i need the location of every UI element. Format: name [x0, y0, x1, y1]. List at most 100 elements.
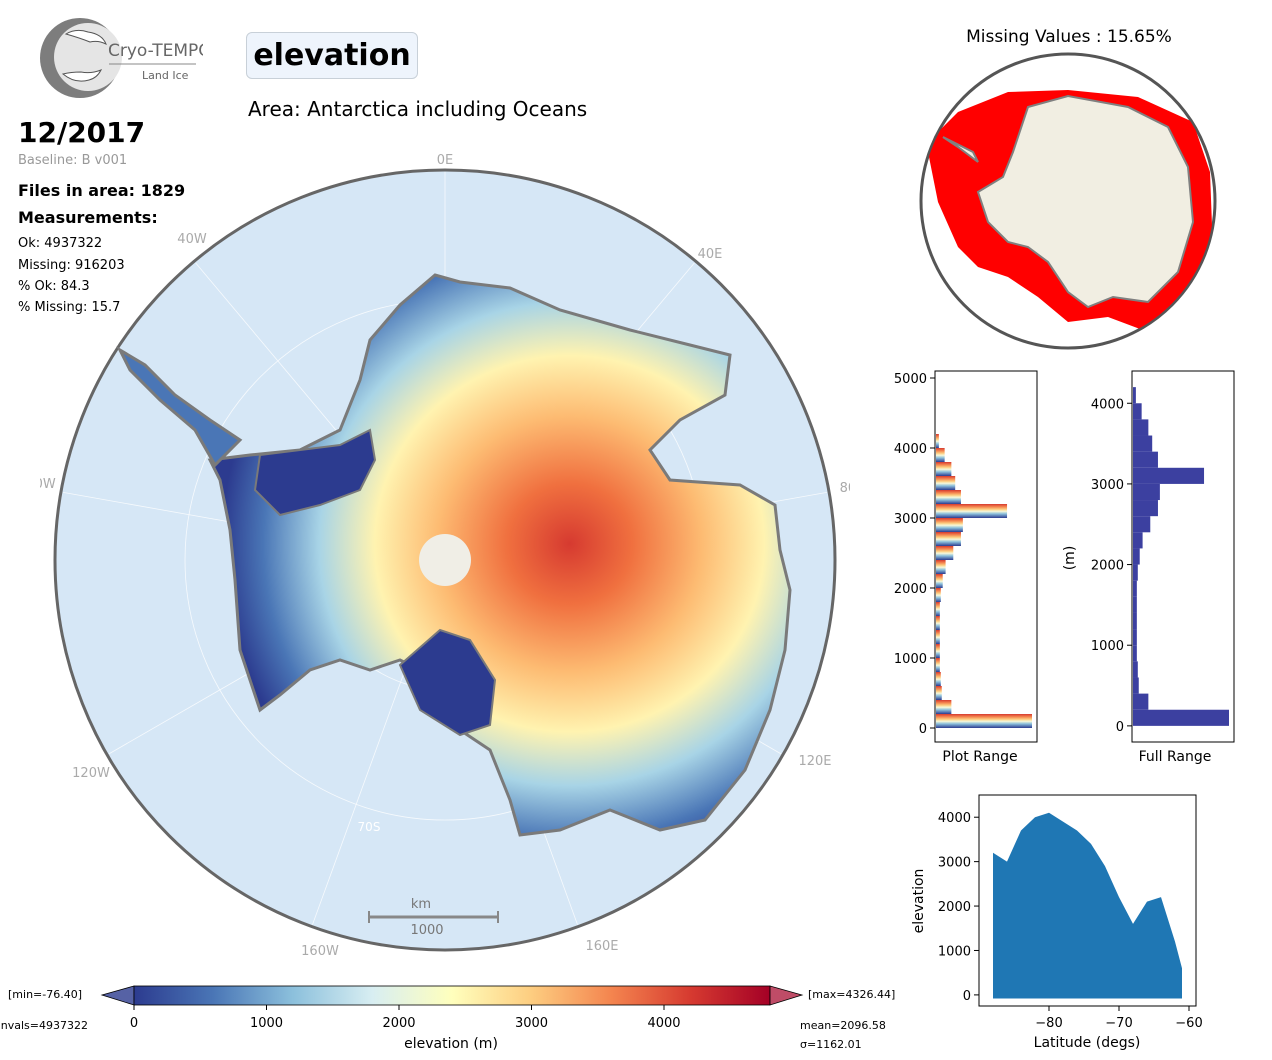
variable-title: elevation	[253, 38, 411, 73]
histogram-tick-label: 1000	[1091, 639, 1124, 654]
histogram-tick-label: 2000	[894, 582, 927, 597]
histogram-bar	[1133, 500, 1158, 517]
measurements-pct-ok: % Ok: 84.3	[18, 279, 90, 294]
histogram-tick-label: 3000	[1091, 478, 1124, 493]
lon-label-0e: 0E	[437, 153, 454, 168]
histogram-bar	[1133, 403, 1142, 420]
colorbar-sigma-label: σ=1162.01	[800, 1038, 862, 1051]
histogram-bar	[1133, 435, 1153, 452]
hist2-ylabel: (m)	[1062, 546, 1078, 571]
histogram-bar	[936, 714, 1032, 728]
histogram-bar	[1133, 451, 1158, 468]
lon-label-160e: 160E	[585, 939, 618, 954]
histogram-bar	[936, 700, 952, 714]
weddell-ice-shelf	[253, 428, 377, 517]
pole-hole	[419, 534, 471, 586]
lat-label-70s: 70S	[358, 820, 381, 834]
colorbar-xlabel: elevation (m)	[404, 1036, 498, 1052]
histogram-full-range: 0 1000 2000 3000 4000 (m) Full Range	[1062, 370, 1235, 765]
colorbar-tick-label: 4000	[647, 1016, 680, 1031]
histogram-bar	[936, 560, 946, 574]
measurements-missing: Missing: 916203	[18, 258, 125, 273]
antarctica-coverage	[976, 94, 1195, 309]
histogram-bar	[936, 644, 940, 658]
scalebar-value: 1000	[410, 923, 443, 938]
histogram-bar	[1133, 483, 1160, 501]
histogram-bar	[1133, 419, 1149, 436]
histogram-bar	[936, 518, 963, 532]
histogram-bar	[936, 504, 1008, 518]
scatter-ytick-label: 2000	[938, 900, 971, 915]
histogram-bar	[936, 658, 940, 672]
lon-label-80e: 80E	[840, 481, 850, 496]
histogram-bar	[1133, 516, 1151, 533]
scatter-ytick-label: 1000	[938, 944, 971, 959]
logo-subtitle: Land Ice	[142, 69, 189, 82]
histogram-bar	[1133, 532, 1143, 549]
histogram-bar	[1133, 548, 1140, 565]
logo-name: Cryo-TEMPO	[108, 41, 203, 61]
scatter-ytick-label: 3000	[938, 856, 971, 871]
histogram-bar	[1133, 645, 1137, 662]
scatter-ytick-label: 4000	[938, 811, 971, 826]
histogram-bar	[1133, 677, 1139, 694]
date-label: 12/2017	[18, 116, 146, 149]
histogram-tick-label: 4000	[1091, 397, 1124, 412]
histogram-bar	[936, 602, 940, 616]
ross-ice-shelf	[398, 628, 497, 737]
histogram-tick-label: 0	[1116, 720, 1124, 735]
histogram-bar	[1133, 661, 1138, 678]
histogram-bar	[1133, 596, 1137, 613]
lon-label-80w: 80W	[40, 477, 56, 492]
histogram-bar	[1133, 709, 1229, 726]
histogram-bar	[1133, 467, 1205, 484]
histogram-bar	[936, 630, 940, 644]
histogram-bar	[936, 476, 956, 490]
colorbar-max-label: [max=4326.44]	[808, 988, 896, 1001]
measurements-pct-missing: % Missing: 15.7	[18, 300, 121, 315]
antarctica-elevation	[207, 273, 792, 837]
files-in-area: Files in area: 1829	[18, 181, 186, 200]
scatter-xtick-label: −60	[1175, 1016, 1202, 1031]
histogram-tick-label: 5000	[894, 372, 927, 387]
colorbar-gradient	[133, 985, 771, 1006]
lon-label-40w: 40W	[177, 232, 207, 247]
histogram-bar	[1133, 580, 1137, 597]
lon-label-160w: 160W	[301, 944, 339, 959]
histogram-bar	[1133, 612, 1137, 630]
histogram-bar	[1133, 564, 1138, 581]
cryo-tempo-logo: Cryo-TEMPO Land Ice	[40, 18, 203, 98]
colorbar-nvals-label: nvals=4937322	[0, 1019, 88, 1032]
colorbar-tick-label: 1000	[250, 1016, 283, 1031]
histogram-bar	[936, 434, 939, 448]
histogram-bar	[1133, 629, 1137, 646]
histogram-bar	[936, 532, 961, 546]
hist1-xlabel: Plot Range	[942, 749, 1017, 765]
baseline-label: Baseline: B v001	[18, 153, 128, 168]
scatter-points	[993, 812, 1182, 999]
histogram-plot-range: 0 1000 2000 3000 4000 5000 Plot Range	[894, 370, 1038, 765]
lon-label-120w: 120W	[72, 766, 110, 781]
histogram-bar	[936, 448, 945, 462]
lon-label-40e: 40E	[698, 247, 723, 262]
histogram-bar	[936, 588, 941, 602]
colorbar-mean-label: mean=2096.58	[800, 1019, 886, 1032]
measurements-title: Measurements:	[18, 208, 158, 227]
histogram-bar	[936, 574, 943, 588]
colorbar-tick-label: 0	[130, 1016, 138, 1031]
scatter-xlabel: Latitude (degs)	[1034, 1035, 1141, 1051]
histogram-bar	[936, 672, 941, 686]
variable-title-box: elevation	[246, 32, 418, 79]
measurements-ok: Ok: 4937322	[18, 236, 103, 251]
missing-values-title: Missing Values : 15.65%	[966, 27, 1172, 47]
colorbar-max-extend	[769, 985, 804, 1006]
antarctic-peninsula	[116, 346, 243, 468]
histogram-bar	[936, 490, 961, 504]
histogram-tick-label: 2000	[1091, 559, 1124, 574]
histogram-bar	[936, 686, 942, 700]
scatter-ylabel: elevation	[911, 869, 927, 934]
histogram-tick-label: 0	[919, 722, 927, 737]
scatter-ytick-label: 0	[963, 989, 971, 1004]
scalebar-unit: km	[411, 897, 431, 912]
histogram-bar	[1133, 387, 1136, 404]
